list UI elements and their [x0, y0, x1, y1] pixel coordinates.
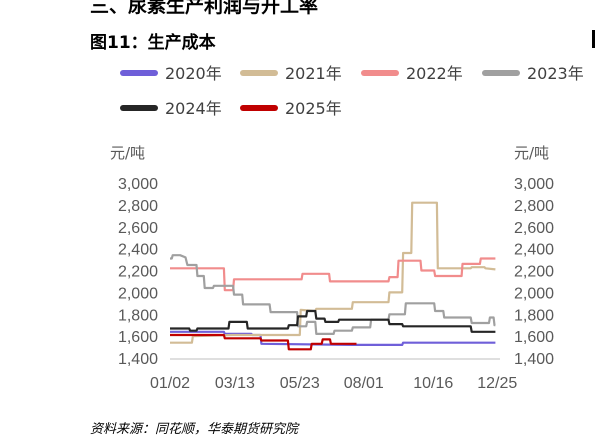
- y-axis-right: 1,400 1,600 1,800 2,000 2,200 2,400 2,600 2,800…: [514, 176, 554, 368]
- source-note: 资料来源：同花顺，华泰期货研究院: [90, 422, 299, 437]
- y-tick-label-left: 2,600: [118, 220, 158, 237]
- legend-label: 2022年: [406, 64, 463, 83]
- legend-swatch: [361, 70, 399, 76]
- legend-label: 2023年: [527, 64, 584, 83]
- y-tick-label-right: 2,000: [514, 285, 554, 302]
- series-line-2025: [170, 333, 357, 351]
- x-tick-label: 05/23: [280, 375, 320, 392]
- series-line-2023: [170, 254, 496, 335]
- y-tick-label-right: 3,000: [514, 176, 554, 193]
- y-tick-label-left: 2,800: [118, 198, 158, 215]
- y-tick-label-left: 2,200: [118, 264, 158, 281]
- legend-label: 2024年: [165, 99, 222, 118]
- x-tick-label: 10/16: [413, 375, 453, 392]
- y-tick-label-right: 2,600: [514, 220, 554, 237]
- y-tick-label-left: 1,400: [118, 351, 158, 368]
- legend-label: 2020年: [165, 64, 222, 83]
- x-tick-label: 01/02: [150, 375, 190, 392]
- y-tick-label-left: 1,600: [118, 329, 158, 346]
- legend-label: 2021年: [285, 64, 342, 83]
- x-tick-label: 12/25: [477, 375, 517, 392]
- y-tick-label-left: 3,000: [118, 176, 158, 193]
- y-tick-label-right: 1,400: [514, 351, 554, 368]
- legend-swatch: [482, 70, 520, 76]
- y-tick-label-left: 1,800: [118, 307, 158, 324]
- legend-swatch: [120, 105, 158, 111]
- chart-legend: 2020年 2021年 2022年 2023年 2024年 2025年: [120, 64, 584, 118]
- y-tick-label-left: 2,000: [118, 285, 158, 302]
- series-line-2021: [170, 201, 496, 344]
- series-line-2022: [170, 257, 496, 292]
- legend-swatch: [240, 105, 278, 111]
- y-tick-label-right: 1,800: [514, 307, 554, 324]
- y-tick-label-right: 2,800: [514, 198, 554, 215]
- x-tick-label: 03/13: [215, 375, 255, 392]
- legend-swatch: [240, 70, 278, 76]
- y-axis-left: 1,400 1,600 1,800 2,000 2,200 2,400 2,600 2,800…: [118, 176, 158, 368]
- section-title: 三、尿素生产利润与开工率: [90, 0, 319, 17]
- legend-label: 2025年: [285, 99, 342, 118]
- legend-swatch: [120, 70, 158, 76]
- y-axis-unit-left: 元/吨: [110, 144, 145, 162]
- y-axis-unit-right: 元/吨: [514, 144, 549, 162]
- y-tick-label-right: 2,200: [514, 264, 554, 281]
- y-tick-label-right: 1,600: [514, 329, 554, 346]
- y-tick-label-left: 2,400: [118, 242, 158, 259]
- y-tick-label-right: 2,400: [514, 242, 554, 259]
- series-line-2024: [170, 309, 496, 333]
- page-edge-mark: [592, 30, 595, 48]
- series-lines: [170, 201, 496, 351]
- x-axis: 01/02 03/13 05/23 08/01 10/16 12/25: [150, 375, 517, 392]
- x-tick-label: 08/01: [344, 375, 384, 392]
- figure-title: 图11：生产成本: [90, 33, 216, 53]
